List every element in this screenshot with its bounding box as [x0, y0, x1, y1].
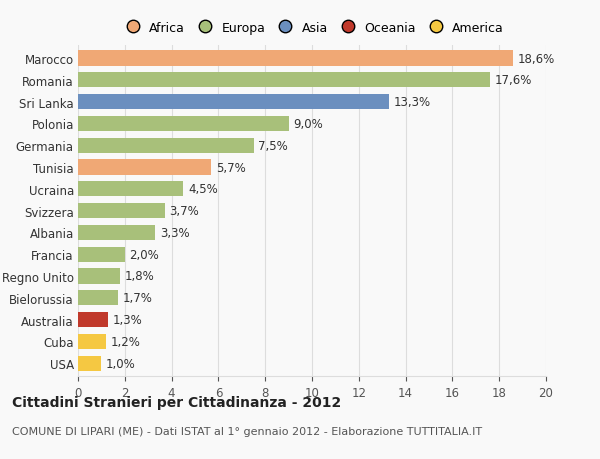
- Text: Cittadini Stranieri per Cittadinanza - 2012: Cittadini Stranieri per Cittadinanza - 2…: [12, 395, 341, 409]
- Bar: [78, 51, 513, 67]
- Text: 13,3%: 13,3%: [394, 96, 431, 109]
- Bar: [78, 312, 109, 327]
- Bar: [78, 247, 125, 262]
- Bar: [78, 334, 106, 349]
- Text: 5,7%: 5,7%: [216, 161, 246, 174]
- Text: 2,0%: 2,0%: [130, 248, 159, 261]
- Text: 7,5%: 7,5%: [258, 140, 288, 152]
- Bar: [78, 291, 118, 306]
- Text: 1,0%: 1,0%: [106, 357, 136, 370]
- Bar: [78, 73, 490, 88]
- Text: 17,6%: 17,6%: [494, 74, 532, 87]
- Bar: [78, 160, 211, 175]
- Bar: [78, 95, 389, 110]
- Text: 3,7%: 3,7%: [169, 205, 199, 218]
- Legend: Africa, Europa, Asia, Oceania, America: Africa, Europa, Asia, Oceania, America: [118, 19, 506, 37]
- Text: 1,8%: 1,8%: [125, 270, 155, 283]
- Text: COMUNE DI LIPARI (ME) - Dati ISTAT al 1° gennaio 2012 - Elaborazione TUTTITALIA.: COMUNE DI LIPARI (ME) - Dati ISTAT al 1°…: [12, 426, 482, 436]
- Bar: [78, 182, 184, 197]
- Text: 9,0%: 9,0%: [293, 118, 323, 131]
- Bar: [78, 269, 120, 284]
- Bar: [78, 225, 155, 241]
- Text: 1,7%: 1,7%: [122, 291, 152, 305]
- Bar: [78, 138, 254, 153]
- Bar: [78, 356, 101, 371]
- Text: 18,6%: 18,6%: [518, 52, 555, 66]
- Bar: [78, 203, 164, 219]
- Text: 4,5%: 4,5%: [188, 183, 218, 196]
- Text: 1,2%: 1,2%: [111, 335, 140, 348]
- Bar: [78, 117, 289, 132]
- Text: 1,3%: 1,3%: [113, 313, 143, 326]
- Text: 3,3%: 3,3%: [160, 226, 190, 239]
